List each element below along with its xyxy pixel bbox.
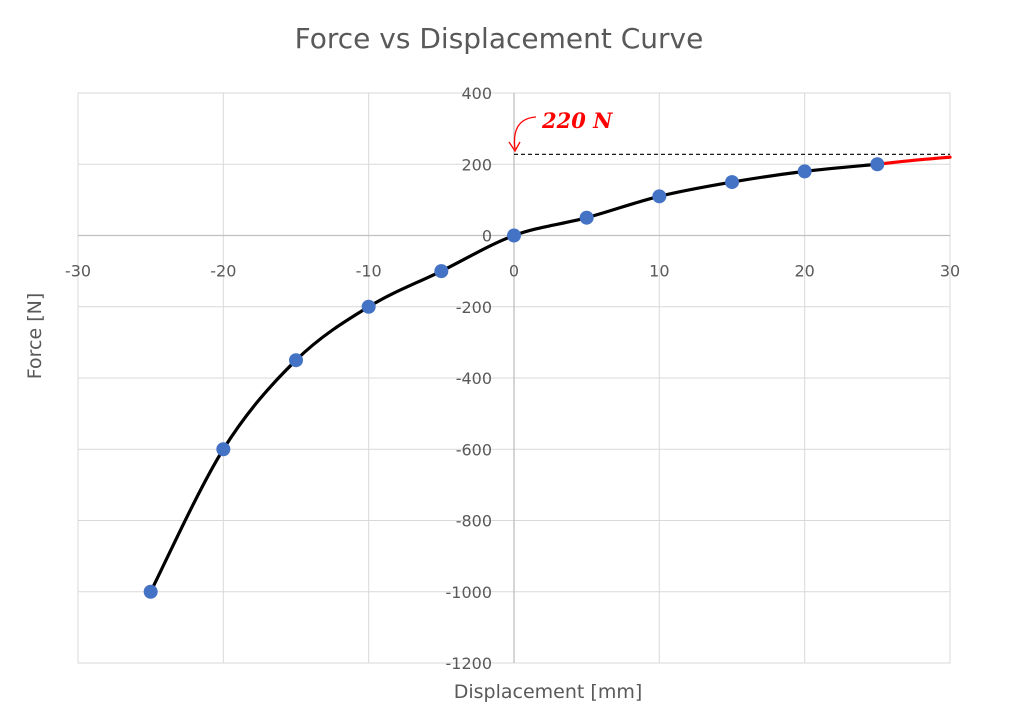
data-point xyxy=(361,299,376,314)
series-layer xyxy=(143,157,885,599)
x-axis-title: Displacement [mm] xyxy=(454,681,643,703)
data-point xyxy=(216,442,231,457)
extrapolation-line xyxy=(875,155,952,166)
y-axis-title: Force [N] xyxy=(24,293,46,379)
x-tick-label: 30 xyxy=(940,262,960,281)
annotation-label: 220 N xyxy=(541,108,613,133)
data-point xyxy=(507,228,521,243)
chart-title: Force vs Displacement Curve xyxy=(295,22,704,55)
y-tick-label: 200 xyxy=(461,155,492,174)
data-point xyxy=(289,353,303,368)
y-tick-label: 0 xyxy=(482,227,492,246)
data-point xyxy=(870,157,885,172)
y-tick-label: -200 xyxy=(456,298,492,317)
x-tick-label: 0 xyxy=(509,262,519,281)
y-tick-label: -400 xyxy=(456,369,492,388)
data-point xyxy=(579,210,594,225)
y-tick-label: -600 xyxy=(456,440,492,459)
x-tick-label: -10 xyxy=(356,262,382,281)
y-tick-label: -800 xyxy=(456,512,492,531)
y-tick-label: 400 xyxy=(461,84,492,103)
y-tick-label: -1200 xyxy=(446,654,493,673)
annotation-arrow xyxy=(513,116,537,150)
data-point xyxy=(725,175,739,190)
data-point xyxy=(652,189,667,204)
annotation-arrowhead xyxy=(508,141,521,153)
y-tick-label: -1000 xyxy=(446,583,493,602)
series-line xyxy=(149,162,878,593)
x-tick-label: -20 xyxy=(210,262,236,281)
data-point xyxy=(434,264,449,279)
x-tick-label: -30 xyxy=(65,262,91,281)
y-tick-labels: 400 200 0 -200 -400 -600 -800 -1000 -1200 xyxy=(446,84,493,673)
annotation-layer: 220 N xyxy=(508,108,613,153)
reference-layer xyxy=(514,153,952,166)
data-point xyxy=(143,584,158,599)
data-point xyxy=(797,164,812,179)
x-tick-label: 20 xyxy=(794,262,814,281)
x-tick-label: 10 xyxy=(649,262,669,281)
x-tick-labels: -30 -20 -10 0 10 20 30 xyxy=(65,262,960,281)
